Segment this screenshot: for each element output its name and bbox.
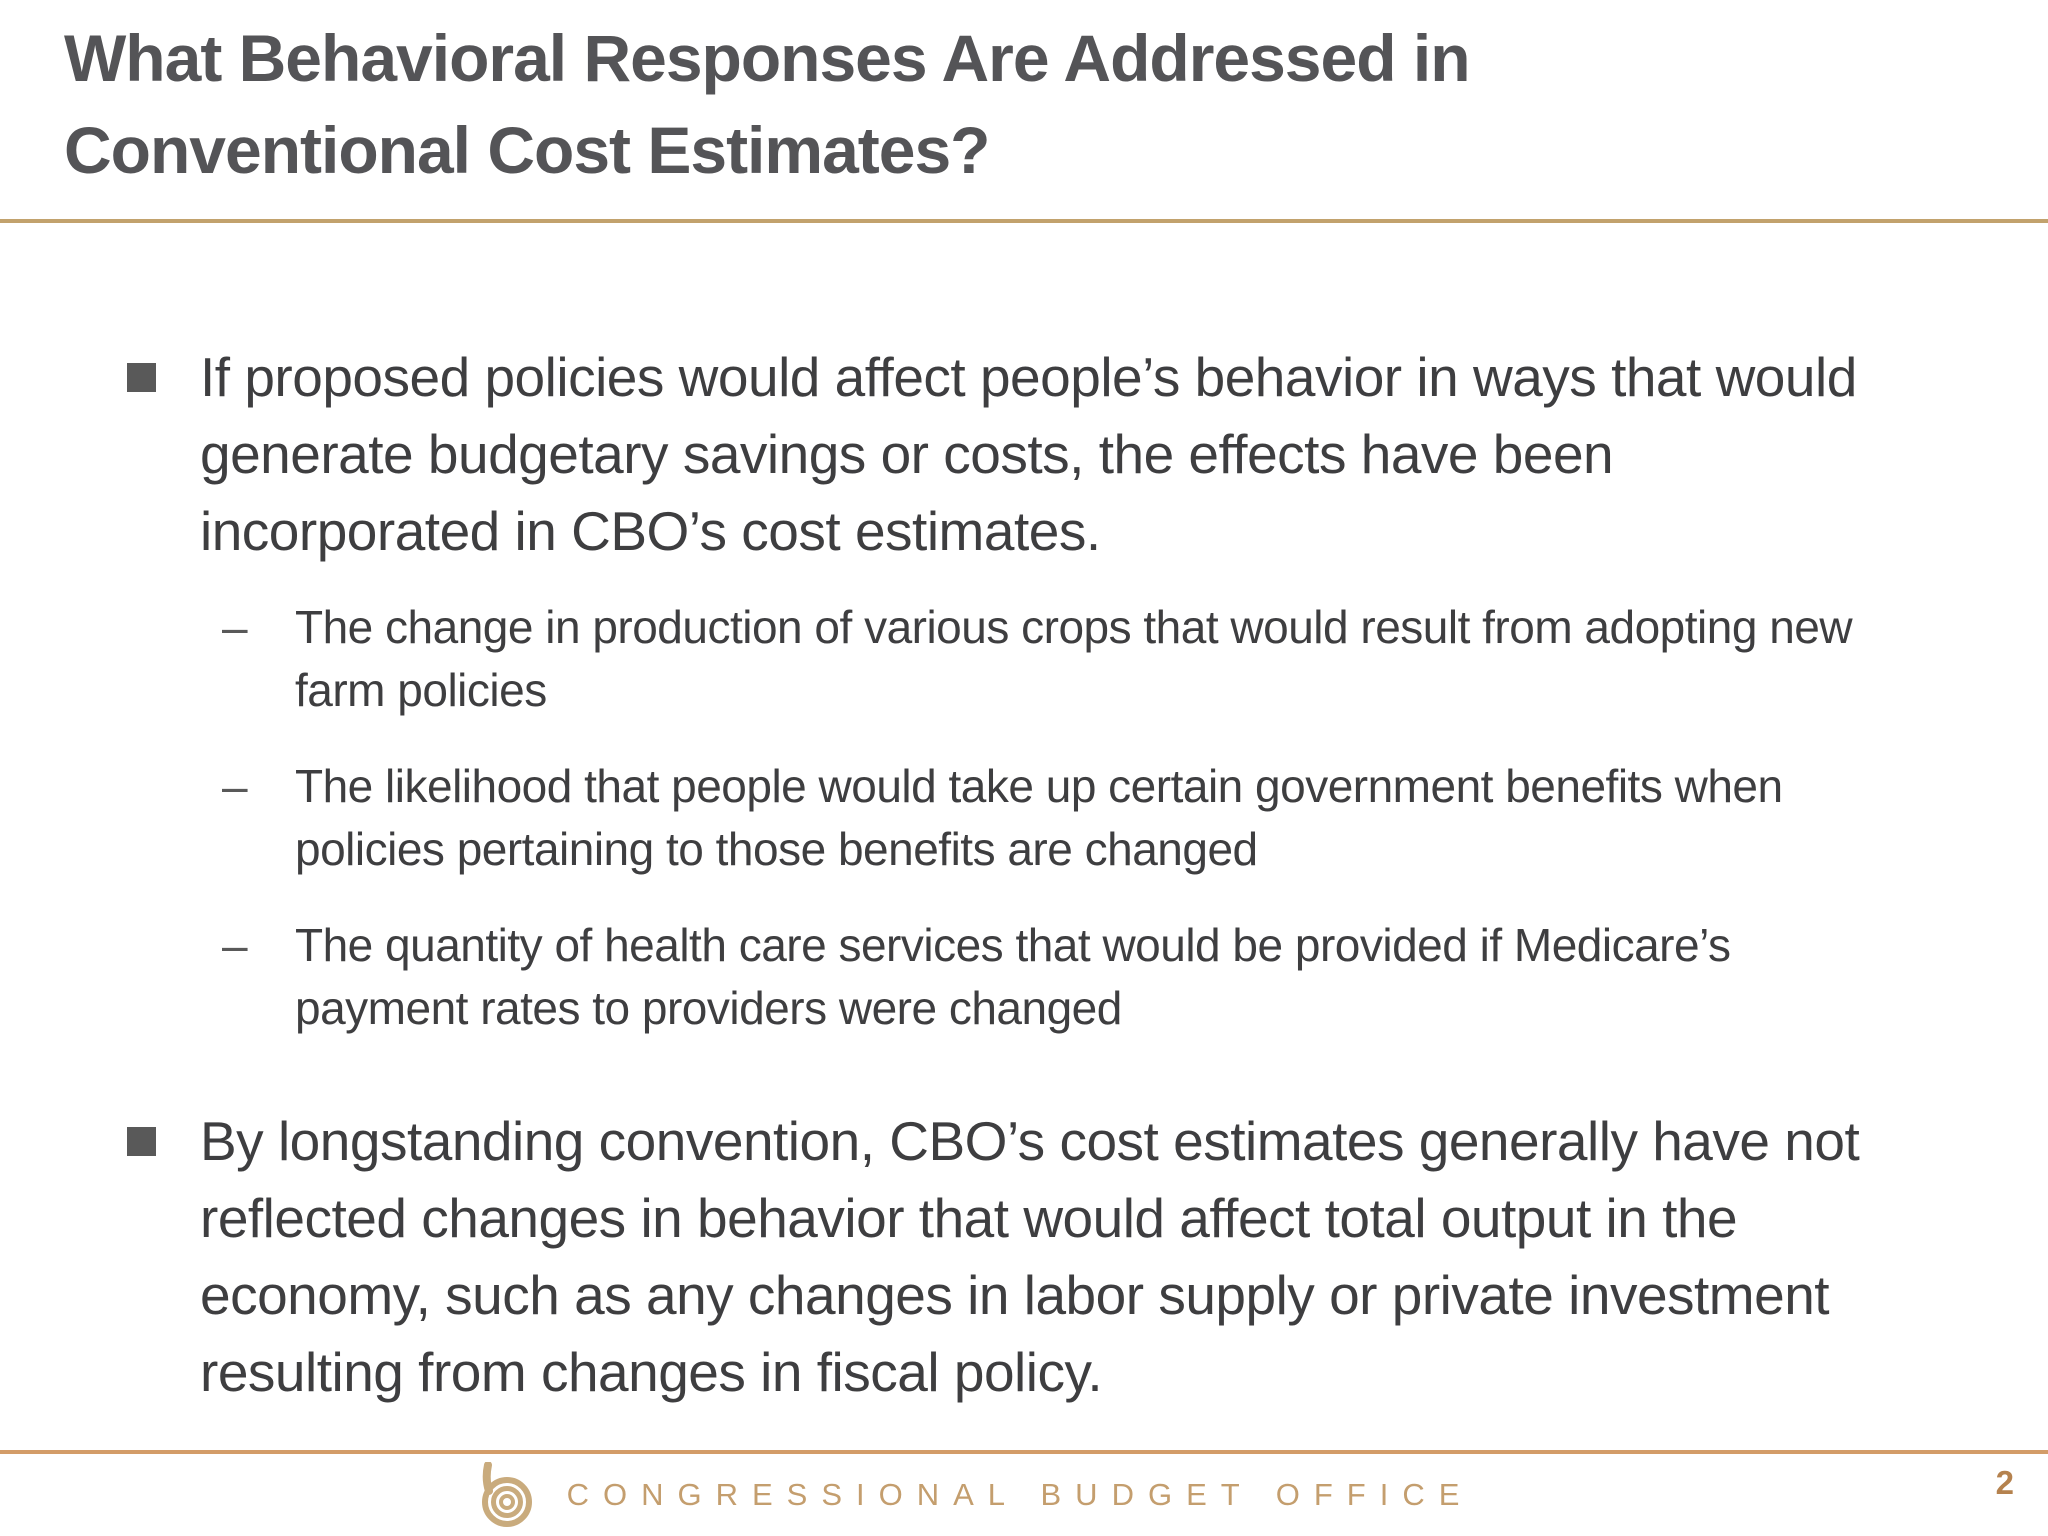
dash-bullet-icon: –	[222, 601, 248, 653]
sub-bullet-text: The change in production of various crop…	[295, 601, 1853, 716]
page-title: What Behavioral Responses Are Addressed …	[64, 12, 1624, 197]
bullet-item-1: If proposed policies would affect people…	[0, 339, 2048, 570]
sub-bullet-item-3: – The quantity of health care services t…	[0, 914, 2048, 1039]
page-number: 2	[1995, 1464, 2014, 1501]
footer-divider	[0, 1450, 2048, 1454]
bullet-text: If proposed policies would affect people…	[200, 346, 1857, 562]
bullet-text: By longstanding convention, CBO’s cost e…	[200, 1110, 1860, 1404]
page-title-line1: What Behavioral Responses Are Addressed …	[64, 21, 1471, 95]
square-bullet-icon	[127, 1127, 156, 1157]
page-title-line2: Conventional Cost Estimates?	[64, 113, 991, 188]
dash-bullet-icon: –	[222, 760, 248, 813]
slide-footer: CONGRESSIONAL BUDGET OFFICE	[0, 1454, 1998, 1536]
sub-bullet-item-2: – The likelihood that people would take …	[0, 755, 2048, 880]
sub-bullet-text: The quantity of health care services tha…	[295, 919, 1731, 1034]
square-bullet-icon	[127, 363, 156, 392]
bullet-item-2: By longstanding convention, CBO’s cost e…	[0, 1103, 2048, 1411]
dash-bullet-icon: –	[222, 919, 248, 972]
sub-bullet-item-1: – The change in production of various cr…	[0, 596, 2048, 721]
slide-body: If proposed policies would affect people…	[0, 223, 2048, 1411]
sub-bullet-text: The likelihood that people would take up…	[295, 760, 1783, 875]
footer-org-name: CONGRESSIONAL BUDGET OFFICE	[566, 1477, 1474, 1512]
slide-header: What Behavioral Responses Are Addressed …	[0, 0, 2048, 223]
cbo-logo-icon	[481, 1462, 532, 1527]
